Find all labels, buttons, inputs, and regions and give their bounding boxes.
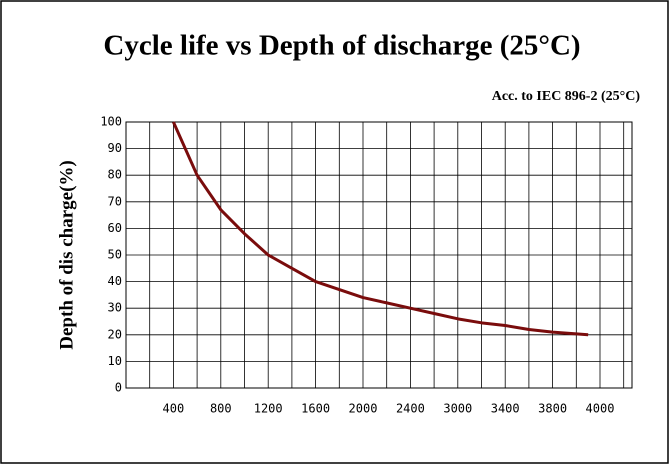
y-axis-label: Depth of dis charge(%) <box>56 160 77 349</box>
y-tick-label: 20 <box>108 327 122 341</box>
y-tick-label: 40 <box>108 274 122 288</box>
x-tick-label: 4000 <box>586 402 615 416</box>
x-tick-label: 400 <box>163 402 185 416</box>
x-tick-label: 2400 <box>396 402 425 416</box>
x-tick-label: 3800 <box>538 402 567 416</box>
y-tick-label: 30 <box>108 301 122 315</box>
y-tick-label: 100 <box>100 115 122 129</box>
y-tick-label: 90 <box>108 141 122 155</box>
x-tick-label: 2000 <box>349 402 378 416</box>
plot-frame <box>125 121 633 389</box>
x-tick-label: 3400 <box>491 402 520 416</box>
x-tick-label: 3000 <box>443 402 472 416</box>
chart-subtitle: Acc. to IEC 896-2 (25°C) <box>492 89 641 104</box>
x-tick-label: 1600 <box>301 402 330 416</box>
x-tick-label: 800 <box>210 402 232 416</box>
x-tick-label: 1200 <box>254 402 283 416</box>
y-tick-label: 0 <box>115 381 122 395</box>
chart-title: Cycle life vs Depth of discharge (25°C) <box>103 30 580 62</box>
y-tick-label: 10 <box>108 354 122 368</box>
y-tick-label: 70 <box>108 194 122 208</box>
y-tick-label: 60 <box>108 221 122 235</box>
y-tick-label: 80 <box>108 168 122 182</box>
y-tick-label: 50 <box>108 248 122 262</box>
data-line <box>172 121 589 337</box>
